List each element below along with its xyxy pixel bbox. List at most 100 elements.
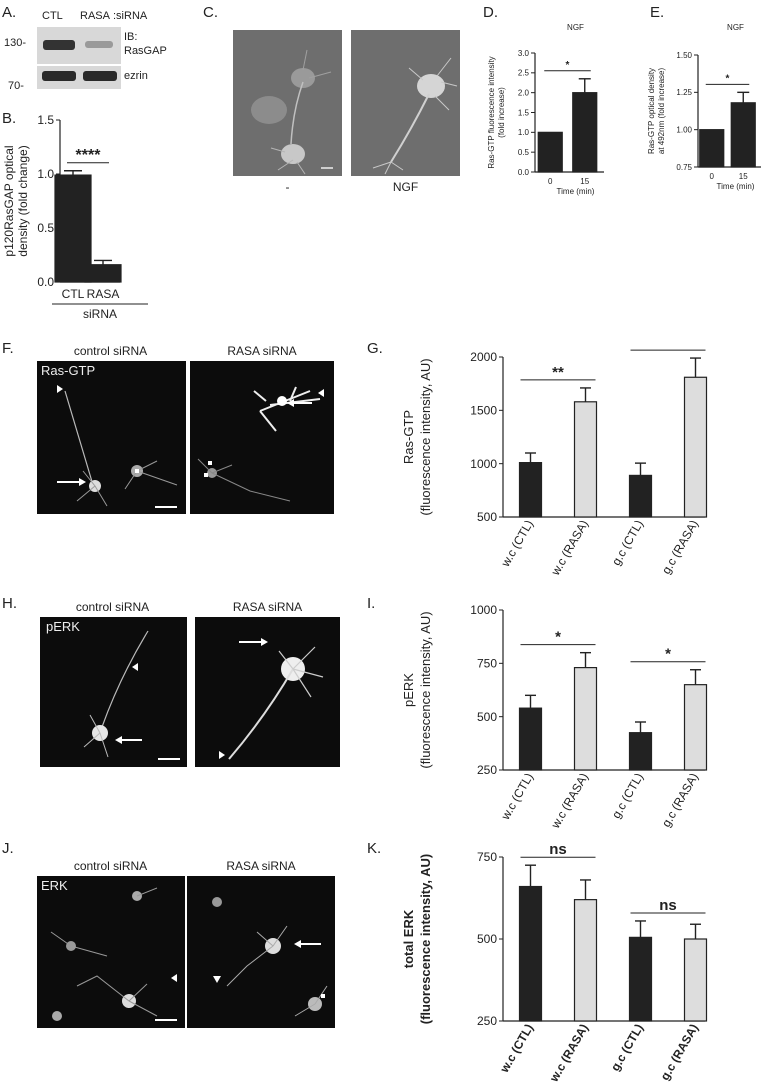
neurite: [270, 147, 306, 175]
chart-title: NGF: [567, 23, 584, 32]
cell-body: [281, 144, 305, 164]
f-stain-label: Ras-GTP: [41, 363, 96, 378]
cell-body: [212, 897, 222, 907]
category-label: w.c (CTL): [498, 518, 536, 570]
significance-label: *: [566, 60, 570, 71]
y-tick-label: 0.5: [37, 221, 54, 235]
y-tick-label: 1.5: [37, 113, 54, 127]
y-tick-label: 1000: [470, 603, 497, 617]
neuron-drawing-j-right: [212, 897, 328, 1017]
significance-label: *: [726, 73, 730, 84]
neurite: [253, 386, 321, 432]
bar-i-1: [573, 666, 598, 771]
category-label: g.c (CTL): [608, 1022, 646, 1074]
significance-label: ns: [549, 843, 567, 858]
f-left-title: control siRNA: [73, 344, 148, 358]
bar-i-3: [683, 684, 708, 771]
y-tick-label: 1500: [470, 404, 497, 418]
square-marker: [208, 461, 212, 465]
panel-label-h: H.: [2, 595, 17, 612]
category-label: 0: [710, 172, 715, 181]
neurite: [197, 458, 291, 502]
neuron-drawing-c-left: [251, 49, 333, 175]
y-tick-label: 0.75: [676, 163, 692, 172]
neurite: [83, 714, 109, 758]
blot-rasgap-strip: [37, 27, 121, 64]
y-tick-label: 250: [477, 763, 497, 777]
y-tick-label: 1.50: [676, 51, 692, 60]
arrowhead-marker: [132, 663, 138, 671]
y-tick-label: 0.0: [518, 168, 530, 177]
micrograph-j-control: ERK: [37, 876, 185, 1028]
micrograph-c-ngf: [351, 30, 460, 176]
panel-label-g: G.: [367, 340, 383, 357]
panel-label-e: E.: [650, 4, 665, 21]
h-right-title: RASA siRNA: [232, 600, 303, 614]
category-label: g.c (RASA): [659, 518, 701, 577]
square-marker: [204, 473, 208, 477]
neuron-drawing-h-left: [83, 630, 180, 760]
significance-label: *: [555, 629, 561, 646]
arrow-head: [294, 940, 301, 948]
blot-ezrin-strip: [37, 66, 121, 89]
j-stain-label: ERK: [41, 878, 68, 893]
y-tick-label: 2000: [470, 350, 497, 364]
y-axis-label: Ras-GTP: [401, 410, 416, 464]
category-label: w.c (CTL): [497, 1022, 536, 1076]
y-axis-label: pERK: [401, 673, 416, 707]
bar-g-1: [573, 401, 598, 518]
blot-lane-ctl: CTL: [42, 10, 63, 22]
chart-i: 250 500 750 1000 w.c (CTL) w.c (RASA) g.c (CTL…: [401, 603, 708, 831]
category-label: w.c (CTL): [498, 771, 536, 823]
y-axis-label: (fluorescence intensity, AU): [418, 358, 433, 515]
neurite: [50, 887, 158, 1017]
y-axis-label: p120RasGAP optical: [2, 145, 16, 256]
arrow-head: [287, 399, 294, 407]
category-label: g.c (RASA): [658, 1022, 701, 1083]
neurite: [76, 460, 178, 507]
arrow-head: [115, 736, 122, 744]
significance-label: ns: [659, 897, 677, 914]
arrowhead-marker: [57, 385, 63, 393]
blot-sirna-label: :siRNA: [113, 10, 148, 22]
chart-b: 0.0 0.5 1.0 1.5 CTL RASA siRNA p120RasGAP optic…: [2, 113, 148, 321]
blot-band-rasa-ezrin: [83, 71, 117, 81]
x-axis-label: Time (min): [557, 187, 595, 196]
y-axis-label: (fluorescence intensity, AU): [418, 854, 433, 1024]
panel-label-i: I.: [367, 595, 376, 612]
y-tick-label: 1.0: [518, 128, 530, 137]
neurite: [372, 161, 404, 175]
category-label: g.c (RASA): [659, 771, 701, 830]
panel-label-c: C.: [203, 4, 218, 21]
cell-body: [417, 74, 445, 98]
y-tick-label: 2.0: [518, 88, 530, 97]
chart-g: 500 1000 1500 2000 w.c (CTL) w.c (RASA) g.c (C…: [401, 345, 708, 578]
neurite: [278, 646, 324, 698]
y-tick-label: 500: [477, 932, 497, 946]
square-marker: [321, 994, 325, 998]
chart-title: NGF: [727, 23, 744, 32]
bar-d-1: [572, 92, 598, 173]
bar-k-2: [628, 936, 653, 1022]
y-axis-label: (fold increase): [497, 87, 506, 138]
y-tick-label: 500: [477, 510, 497, 524]
bar-e-0: [699, 129, 725, 168]
arrow-head: [79, 478, 86, 486]
category-label: w.c (RASA): [548, 770, 591, 831]
y-axis-label: density (fold change): [16, 145, 30, 256]
y-axis-label: (fluorescence intensity, AU): [418, 611, 433, 768]
neuron-drawing-h-right: [219, 638, 324, 760]
category-label: w.c (RASA): [548, 517, 591, 578]
significance-label: *: [665, 646, 671, 663]
caption-c-control: -: [285, 180, 290, 194]
blot-lane-rasa: RASA: [80, 10, 110, 22]
j-right-title: RASA siRNA: [226, 859, 296, 873]
bar-d-0: [537, 131, 563, 173]
panel-label-b: B.: [2, 110, 17, 127]
category-label: 0: [548, 177, 553, 186]
cell-body: [52, 1011, 62, 1021]
h-stain-label: pERK: [46, 619, 80, 634]
neurite: [101, 630, 149, 728]
